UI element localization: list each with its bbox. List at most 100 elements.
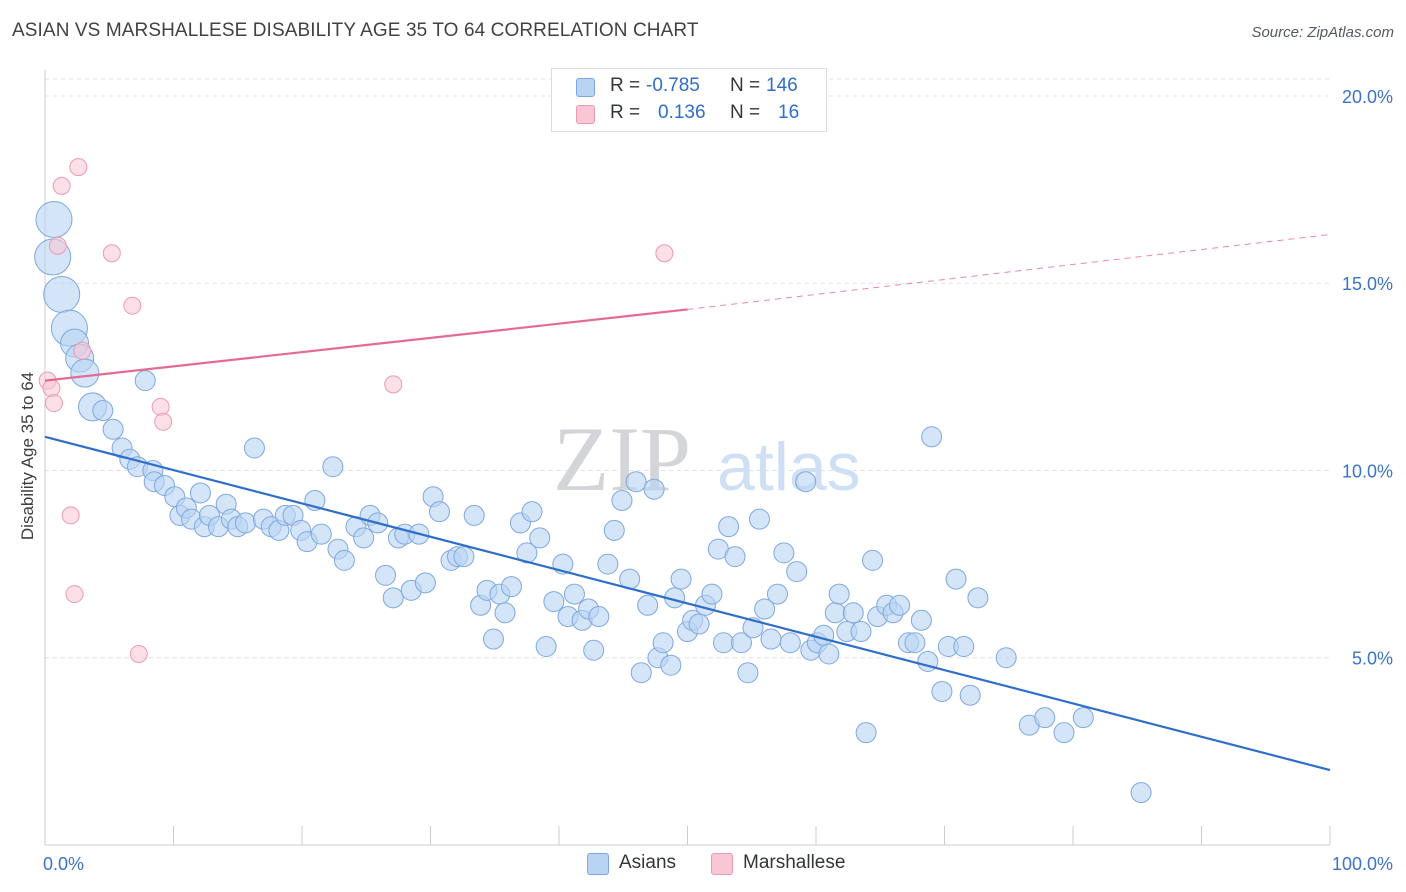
asians-point [637, 594, 659, 616]
asians-point [824, 602, 846, 624]
r-label: R = [610, 102, 641, 123]
marshallese-point [61, 506, 80, 525]
marshallese-point [48, 236, 67, 255]
asians-point [670, 568, 692, 590]
x-tick-label: 0.0% [43, 854, 84, 874]
stats-box: R = -0.785 N = 146 R = 0.136 N = 16 [551, 68, 827, 132]
asians-point [463, 504, 485, 526]
marshallese-legend-swatch [711, 853, 733, 875]
asians-point [818, 643, 840, 665]
asians-point [482, 628, 504, 650]
asians-point [701, 583, 723, 605]
y-tick-label: 20.0% [1342, 87, 1393, 107]
asians-point [375, 564, 397, 586]
asians-point [862, 549, 884, 571]
marshallese-point [102, 244, 121, 263]
asians-point [611, 489, 633, 511]
axes [44, 70, 1330, 846]
n-label: N = [730, 102, 761, 123]
asians-point [322, 456, 344, 478]
marshallese-point [44, 394, 63, 413]
y-axis-label: Disability Age 35 to 64 [18, 371, 37, 541]
marshallese-point [129, 644, 148, 663]
asians-point [889, 594, 911, 616]
asians-point [543, 591, 565, 613]
n-label: N = [730, 75, 761, 96]
r-label: R = [610, 75, 641, 96]
asians-point [813, 624, 835, 646]
asians-point [795, 471, 817, 493]
asians-point [1034, 707, 1056, 729]
asians-point [643, 478, 665, 500]
asians-point [243, 437, 265, 459]
asians-series [34, 201, 1152, 804]
asians-point [333, 549, 355, 571]
marshallese-trend-line [44, 308, 688, 382]
marshallese-point [69, 158, 88, 177]
asians-point [453, 546, 475, 568]
asians-point [382, 587, 404, 609]
asians-point [414, 572, 436, 594]
asians-point [967, 587, 989, 609]
watermark: ZIP atlas [553, 408, 861, 510]
marshallese-point [123, 296, 142, 315]
y-tick-label: 15.0% [1342, 274, 1393, 294]
x-tick-label: 100.0% [1332, 854, 1393, 874]
r-value: 0.136 [658, 102, 706, 123]
asians-point [70, 358, 100, 388]
asians-point [588, 606, 610, 628]
asians-point [760, 628, 782, 650]
y-tick-label: 5.0% [1352, 649, 1393, 669]
marshallese-point [655, 244, 674, 263]
asians-point [494, 602, 516, 624]
asians-point [234, 512, 256, 534]
asians-point [855, 722, 877, 744]
watermark-atlas: atlas [717, 429, 861, 505]
marshallese-point [52, 176, 71, 195]
asians-point [603, 519, 625, 541]
asians-point [102, 418, 124, 440]
asians-point [730, 632, 752, 654]
asians-point [910, 609, 932, 631]
asians-point [660, 654, 682, 676]
marshallese-point [151, 397, 170, 416]
n-value: 16 [778, 102, 800, 123]
asians-point [428, 501, 450, 523]
legend-label: Marshallese [743, 852, 846, 873]
asians-point [779, 632, 801, 654]
marshallese-point [42, 379, 61, 398]
asians-point [724, 546, 746, 568]
asians-point [754, 598, 776, 620]
asians-point [625, 471, 647, 493]
marshallese-trend-extension [687, 234, 1331, 310]
asians-point [1053, 722, 1075, 744]
asians-trend-line [44, 435, 1331, 772]
asians-point [92, 400, 114, 422]
asians-point [500, 576, 522, 598]
asians-swatch [576, 78, 595, 97]
asians-point [931, 680, 953, 702]
asians-point [688, 613, 710, 635]
asians-point [35, 201, 73, 239]
asians-point [953, 636, 975, 658]
asians-point [904, 632, 926, 654]
legend-label: Asians [619, 852, 677, 873]
asians-point [712, 632, 734, 654]
tick-labels: 5.0% 10.0% 15.0% 20.0% 0.0% 100.0% [43, 87, 1393, 874]
asians-point [921, 426, 943, 448]
asians-point [535, 636, 557, 658]
asians-point [43, 275, 81, 313]
asians-point [773, 542, 795, 564]
asians-point [959, 684, 981, 706]
marshallese-point [73, 341, 92, 360]
asians-point [353, 527, 375, 549]
asians-point [718, 516, 740, 538]
asians-point [563, 583, 585, 605]
asians-point [766, 583, 788, 605]
asians-point [521, 501, 543, 523]
asians-point [1072, 707, 1094, 729]
asians-point [189, 482, 211, 504]
asians-point [748, 508, 770, 530]
marshallese-point [154, 412, 173, 431]
